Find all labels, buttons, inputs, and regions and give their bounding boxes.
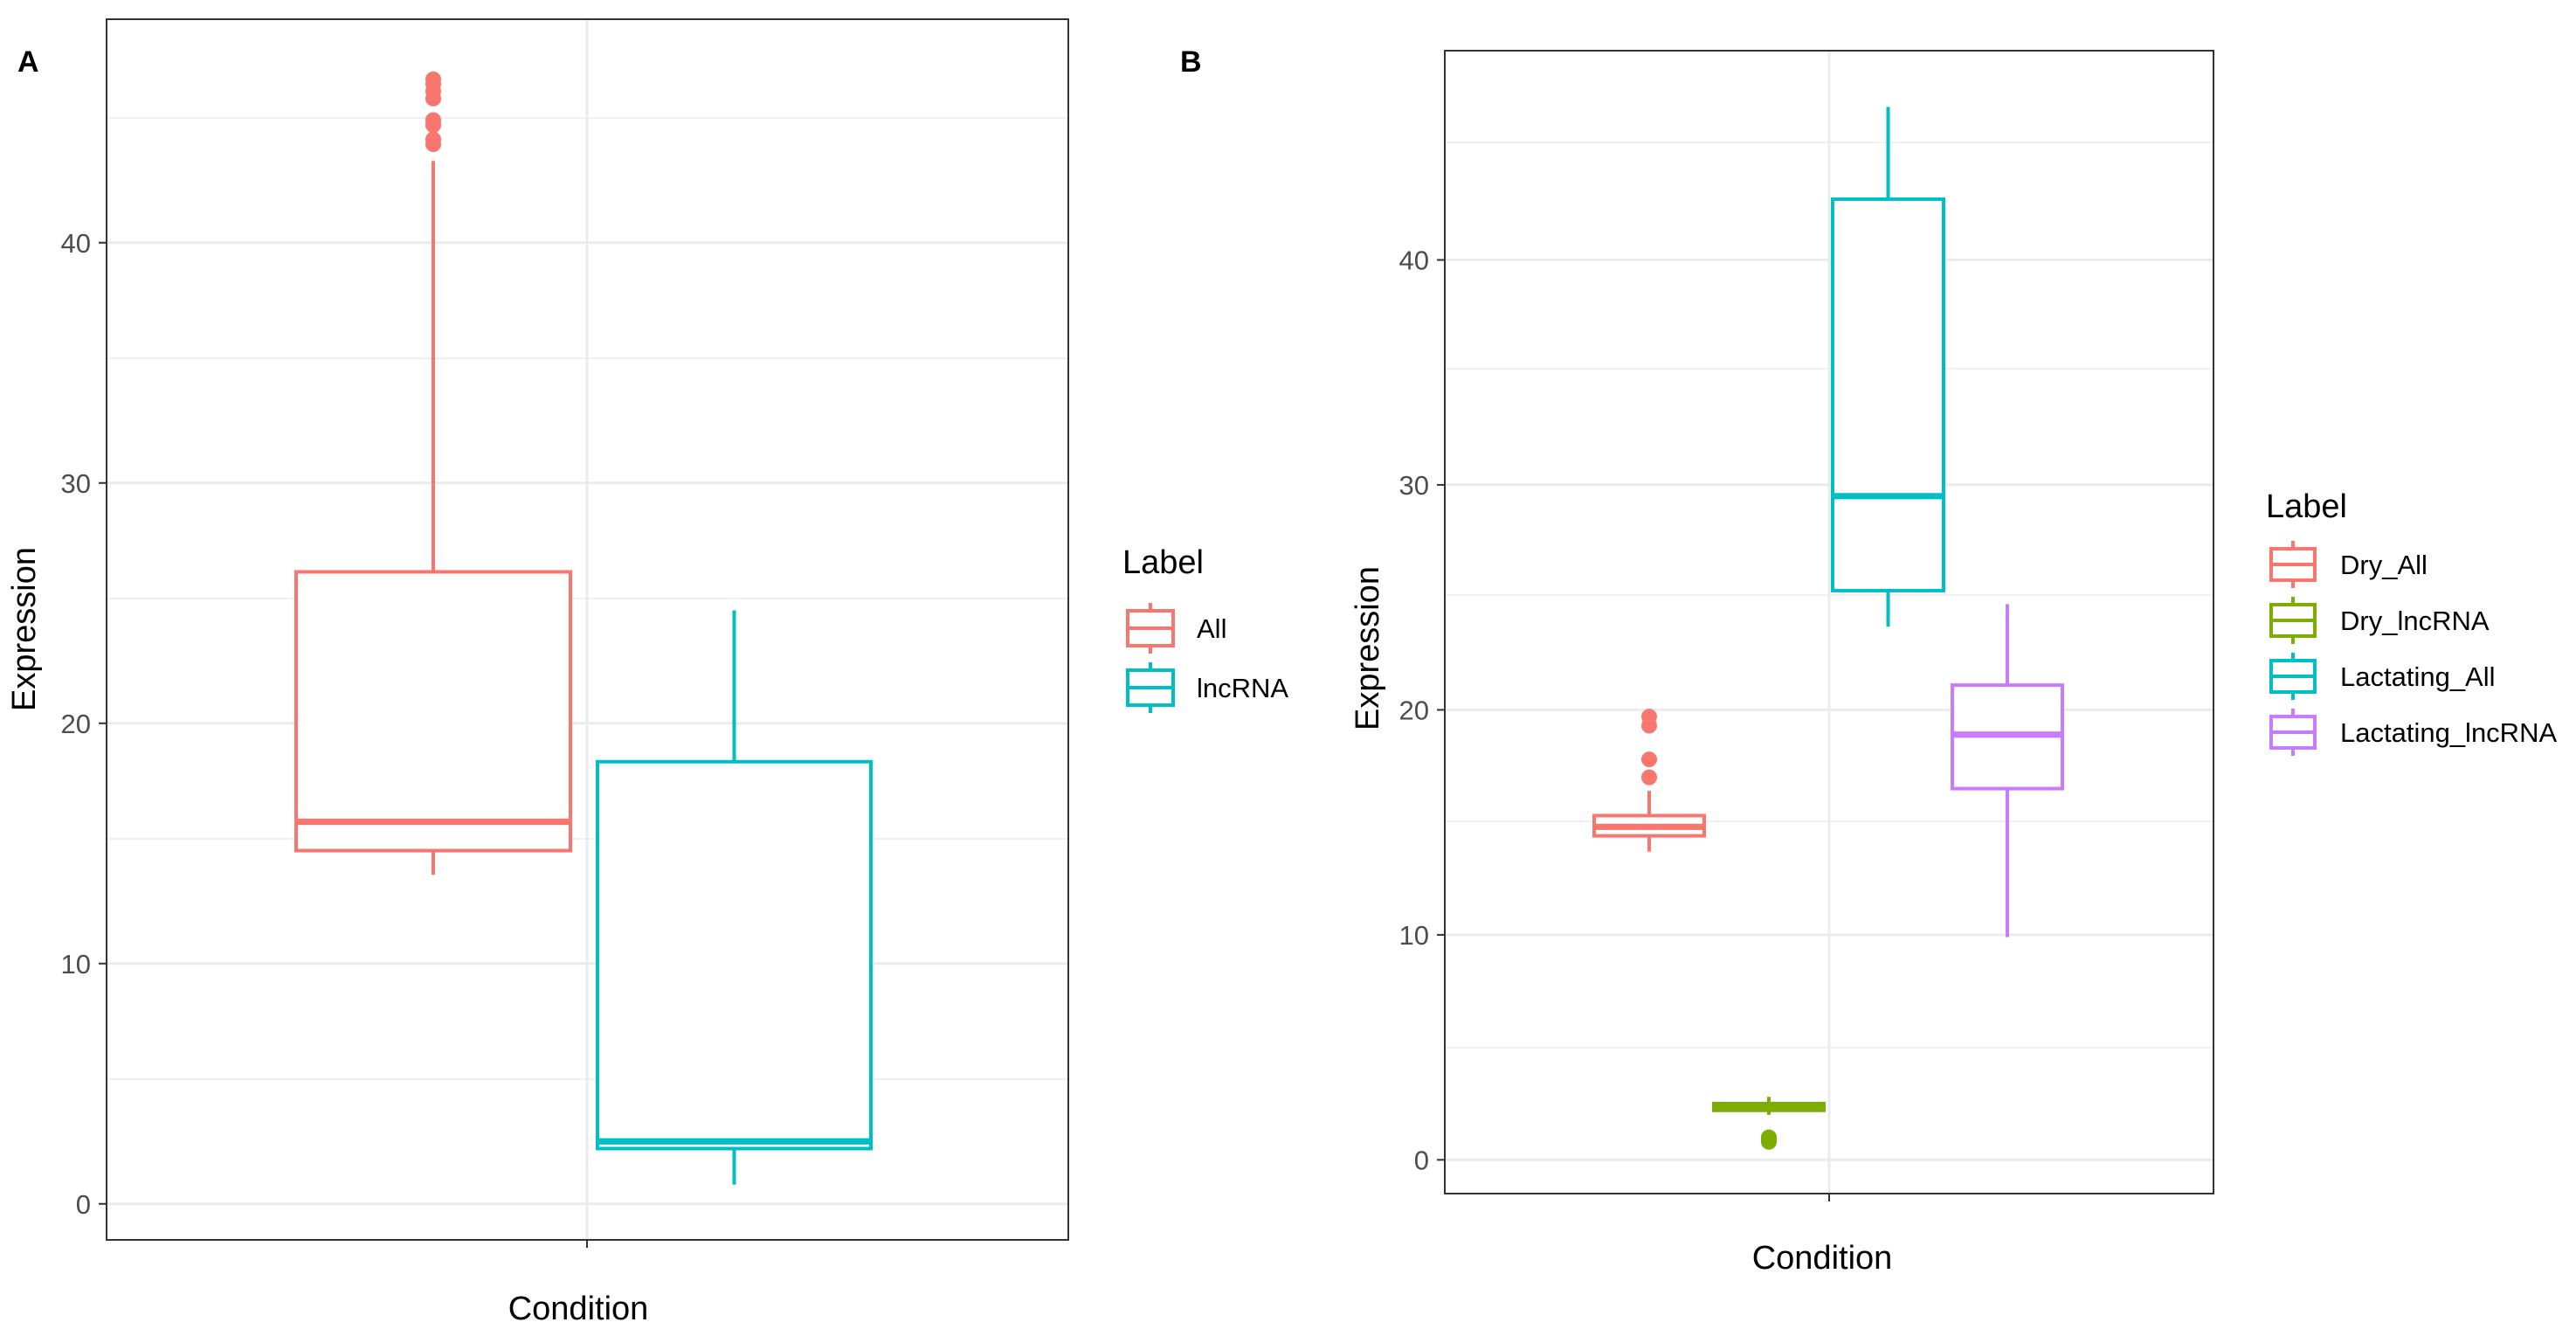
panel-a-legend-title: Label [1122, 544, 1204, 581]
panel-b-legend: Label Dry_All Dry_lncRNA Lactating_All Lact… [2266, 488, 2557, 756]
panel-a-label: A [17, 45, 39, 79]
boxplot-all [294, 71, 572, 875]
panel-a-y-tick-label: 10 [61, 949, 91, 980]
panel-a-y-tick-label: 40 [61, 228, 91, 259]
legend-key-dry-all [2269, 541, 2317, 588]
panel-b-y-axis-title: Expression [1350, 566, 1386, 730]
panel-b: B 0 10 20 30 40 Condition Expression Label D… [1180, 45, 2557, 1277]
legend-key-all [1126, 603, 1175, 654]
panel-b-y-tick-label: 40 [1399, 245, 1429, 275]
boxplot-dry-lncrna [1712, 1097, 1826, 1150]
panel-b-label: B [1180, 45, 1202, 79]
box [294, 570, 572, 853]
legend-label-lncrna: lncRNA [1197, 673, 1288, 703]
panel-a-y-tick-label: 0 [76, 1189, 91, 1220]
legend-label-dry-lncrna: Dry_lncRNA [2340, 606, 2490, 636]
legend-label-all: All [1197, 613, 1226, 644]
panel-a-y-axis-title: Expression [6, 547, 43, 711]
legend-key-lactating-all [2269, 653, 2317, 700]
panel-b-y-tick-label: 30 [1399, 470, 1429, 501]
boxplot-dry-all [1592, 709, 1706, 852]
panel-a: A 0 10 20 30 40 Condition Expression Label A… [6, 18, 1288, 1327]
panel-a-y-tick-label: 20 [61, 709, 91, 739]
legend-key-lncrna [1126, 662, 1175, 713]
panel-b-x-axis-title: Condition [1752, 1240, 1893, 1277]
panel-a-legend: Label All lncRNA [1122, 544, 1288, 713]
legend-key-lactating-lncrna [2269, 709, 2317, 756]
outlier-point [1641, 751, 1657, 768]
legend-label-lactating-lncrna: Lactating_lncRNA [2340, 717, 2557, 748]
panel-b-y-tick-label: 10 [1399, 920, 1429, 951]
legend-label-dry-all: Dry_All [2340, 550, 2428, 580]
panel-a-marks [294, 71, 873, 1185]
panel-a-y-tick-label: 30 [61, 468, 91, 499]
panel-b-y-axis: 0 10 20 30 40 [1399, 245, 1445, 1175]
outlier-point [1641, 709, 1657, 725]
panel-b-y-tick-label: 20 [1399, 695, 1429, 725]
outlier-point [1641, 769, 1657, 786]
outlier-point [1761, 1129, 1777, 1146]
boxplot-lactating-lncrna [1951, 604, 2064, 938]
outlier-point [425, 112, 441, 128]
panel-a-x-axis-title: Condition [508, 1291, 649, 1327]
panel-b-y-tick-label: 0 [1414, 1145, 1429, 1175]
panel-a-y-axis: 0 10 20 30 40 [61, 228, 107, 1220]
outlier-point [425, 71, 441, 87]
panel-b-marks [1592, 107, 2064, 1150]
panel-b-legend-title: Label [2266, 488, 2347, 525]
panel-a-legend-items: All lncRNA [1126, 603, 1288, 713]
box [1831, 197, 1945, 592]
boxplot-lncrna [596, 610, 873, 1185]
boxplot-lactating-all [1831, 107, 1945, 627]
legend-label-lactating-all: Lactating_All [2340, 661, 2496, 692]
panel-b-legend-items: Dry_All Dry_lncRNA Lactating_All Lactating_… [2269, 541, 2557, 756]
legend-key-dry-lncrna [2269, 597, 2317, 644]
outlier-point [425, 131, 441, 148]
box [596, 759, 873, 1151]
